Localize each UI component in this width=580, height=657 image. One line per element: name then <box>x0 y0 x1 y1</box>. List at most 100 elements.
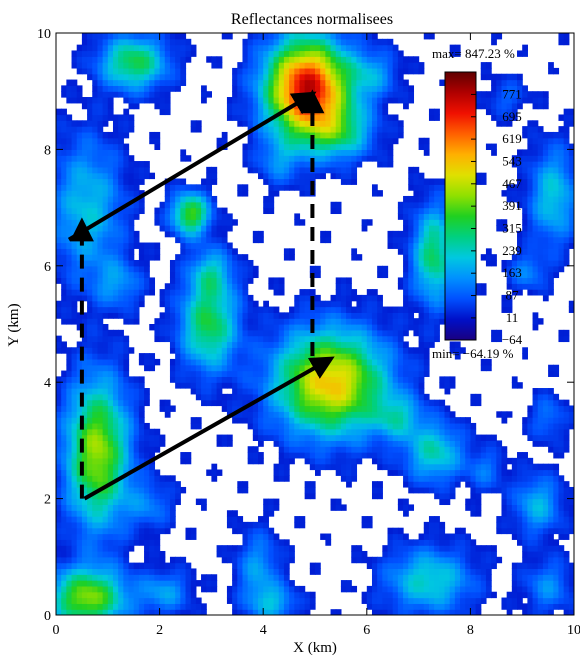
heat-cell <box>434 335 440 343</box>
heat-cell <box>169 556 176 564</box>
heat-cell <box>149 481 156 488</box>
heat-cell <box>247 271 254 279</box>
heat-cell <box>289 353 295 360</box>
heat-cell <box>278 289 285 296</box>
heat-cell <box>268 376 275 383</box>
heat-cell <box>382 562 389 570</box>
heat-cell <box>397 597 404 604</box>
heat-cell <box>87 417 93 424</box>
heat-cell <box>439 440 446 447</box>
heat-cell <box>195 580 202 587</box>
heat-cell <box>66 172 73 180</box>
heat-cell <box>252 300 259 308</box>
heat-cell <box>294 335 301 343</box>
heat-cell <box>138 428 145 436</box>
heat-cell <box>335 300 342 308</box>
heat-cell <box>439 475 446 482</box>
heat-cell <box>268 434 275 441</box>
heat-cell <box>195 597 202 604</box>
heat-cell <box>423 393 430 401</box>
heat-cell <box>366 405 373 412</box>
heat-cell <box>522 259 528 267</box>
heat-cell <box>128 207 135 215</box>
heat-cell <box>413 236 420 244</box>
heat-cell <box>470 422 477 430</box>
heat-cell <box>201 329 207 337</box>
heat-cell <box>428 481 435 488</box>
heat-cell <box>97 370 104 377</box>
heat-cell <box>465 574 471 581</box>
heat-cell <box>112 556 119 564</box>
heat-cell <box>553 527 560 535</box>
heat-cell <box>542 550 549 558</box>
heat-cell <box>201 277 207 284</box>
heat-cell <box>71 580 78 587</box>
heat-cell <box>491 481 497 488</box>
heat-cell <box>237 370 244 377</box>
heat-cell <box>418 277 425 284</box>
heat-cell <box>449 556 456 564</box>
heat-cell <box>475 457 482 465</box>
heat-cell <box>92 469 99 476</box>
heat-cell <box>71 242 78 249</box>
heat-cell <box>408 364 415 372</box>
heat-cell <box>428 324 435 331</box>
heat-cell <box>61 347 67 354</box>
heat-cell <box>252 539 259 546</box>
heat-cell <box>102 254 109 261</box>
heat-cell <box>320 417 326 424</box>
heat-cell <box>242 347 249 354</box>
heat-cell <box>325 452 332 459</box>
heat-cell <box>263 329 269 337</box>
heat-cell <box>138 283 145 290</box>
heat-cell <box>112 329 119 337</box>
heat-cell <box>237 358 244 366</box>
heat-cell <box>211 207 218 215</box>
heat-cell <box>299 516 306 523</box>
heat-cell <box>144 388 150 395</box>
heat-cell <box>97 422 104 430</box>
heat-cell <box>403 277 409 284</box>
heat-cell <box>289 411 295 418</box>
heat-cell <box>496 219 503 226</box>
heat-cell <box>506 486 513 494</box>
heat-cell <box>563 422 570 430</box>
heat-cell <box>527 516 534 523</box>
heat-cell <box>123 463 130 471</box>
heat-cell <box>517 603 523 610</box>
heat-cell <box>382 271 389 279</box>
heat-cell <box>428 178 435 185</box>
heat-cell <box>299 597 306 604</box>
heat-cell <box>81 475 88 482</box>
heat-cell <box>408 417 415 424</box>
heat-cell <box>444 556 451 564</box>
heat-cell <box>423 574 430 581</box>
heat-cell <box>258 172 264 180</box>
heat-cell <box>403 550 409 558</box>
heat-cell <box>449 411 456 418</box>
heat-cell <box>491 446 497 453</box>
heat-cell <box>460 469 466 476</box>
heat-cell <box>123 230 130 238</box>
heat-cell <box>423 335 430 343</box>
heat-cell <box>263 382 269 389</box>
heat-cell <box>460 585 466 593</box>
heat-cell <box>263 364 269 372</box>
heat-cell <box>258 347 264 354</box>
heat-cell <box>61 422 67 430</box>
heat-cell <box>133 166 140 174</box>
heat-cell <box>558 399 565 407</box>
heat-cell <box>289 609 295 615</box>
heat-cell <box>527 411 534 418</box>
heat-cell <box>439 306 446 313</box>
heat-cell <box>563 591 570 599</box>
heat-cell <box>568 225 574 232</box>
heat-cell <box>242 184 249 191</box>
heat-cell <box>66 597 73 604</box>
heat-cell <box>403 364 409 372</box>
heat-cell <box>356 422 363 430</box>
heat-cell <box>128 434 135 441</box>
heat-cell <box>112 422 119 430</box>
heat-cell <box>320 230 326 238</box>
heat-cell <box>180 574 187 581</box>
